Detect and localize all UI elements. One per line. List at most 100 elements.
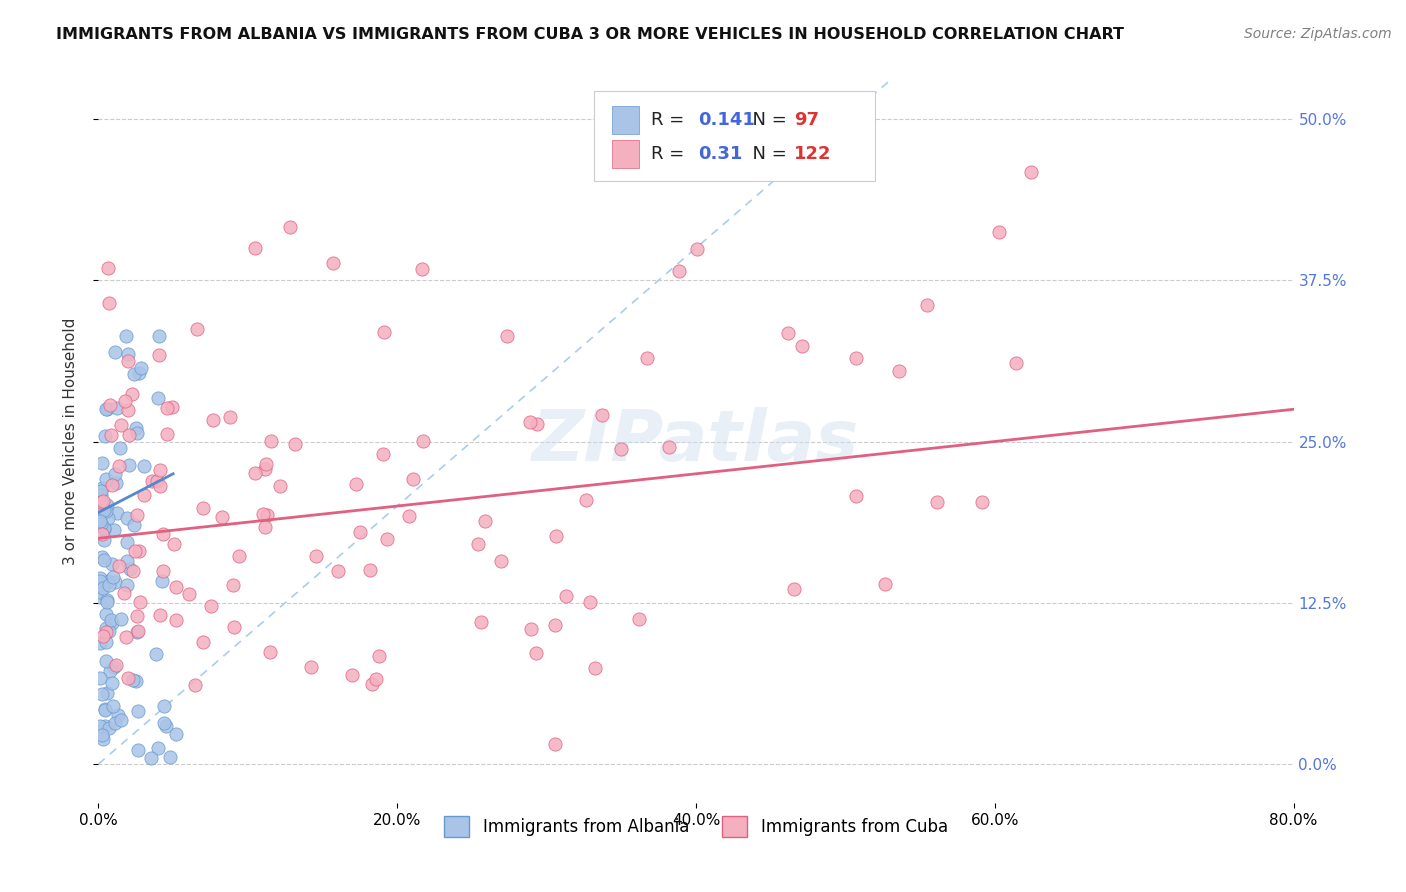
Point: [115, 535, 138, 549]
Point: [101, 616, 124, 631]
Point: [685, 243, 707, 257]
Point: [165, 613, 187, 627]
Point: [165, 580, 187, 594]
Point: [103, 524, 125, 538]
Point: [97, 574, 120, 588]
Point: [89, 574, 111, 589]
Text: 0.141: 0.141: [699, 111, 755, 129]
Point: [299, 659, 322, 673]
Point: [124, 674, 146, 689]
Point: [243, 467, 266, 481]
Point: [149, 479, 172, 493]
Point: [349, 525, 371, 540]
Point: [359, 563, 381, 577]
Point: [127, 608, 149, 623]
Text: IMMIGRANTS FROM ALBANIA VS IMMIGRANTS FROM CUBA 3 OR MORE VEHICLES IN HOUSEHOLD : IMMIGRANTS FROM ALBANIA VS IMMIGRANTS FR…: [56, 27, 1125, 42]
Point: [845, 351, 868, 365]
Point: [252, 507, 274, 521]
Point: [91, 494, 114, 508]
Point: [100, 557, 122, 571]
Point: [162, 401, 184, 415]
Point: [340, 667, 363, 681]
Point: [94, 402, 117, 417]
Point: [115, 578, 138, 592]
Point: [93, 553, 115, 567]
Point: [122, 518, 145, 533]
Point: [94, 621, 117, 635]
Point: [107, 707, 129, 722]
Point: [579, 594, 602, 608]
Point: [90, 495, 112, 509]
Point: [141, 751, 163, 765]
Point: [98, 624, 121, 639]
Point: [94, 702, 117, 716]
Point: [101, 676, 124, 690]
Point: [162, 537, 184, 551]
Point: [148, 741, 170, 756]
Point: [115, 329, 138, 343]
Point: [127, 743, 149, 757]
Point: [402, 472, 425, 486]
Point: [122, 564, 145, 578]
Point: [124, 544, 146, 558]
Point: [90, 484, 112, 499]
Point: [668, 264, 690, 278]
Point: [105, 506, 128, 520]
Point: [122, 367, 145, 381]
Point: [127, 705, 149, 719]
Point: [105, 658, 128, 673]
Point: [873, 577, 896, 591]
Point: [108, 459, 131, 474]
Point: [526, 417, 548, 431]
Point: [412, 434, 434, 449]
Point: [104, 716, 127, 731]
Point: [346, 476, 368, 491]
Point: [373, 326, 395, 340]
Point: [146, 391, 169, 405]
Point: [97, 261, 120, 276]
Point: [94, 429, 117, 443]
Point: [117, 354, 139, 368]
Point: [148, 329, 170, 343]
Point: [915, 298, 938, 312]
Text: Source: ZipAtlas.com: Source: ZipAtlas.com: [1244, 27, 1392, 41]
Point: [108, 442, 131, 456]
Point: [970, 494, 993, 508]
Point: [104, 575, 127, 590]
Point: [776, 326, 799, 340]
Point: [129, 361, 152, 376]
Point: [91, 526, 114, 541]
Point: [520, 622, 543, 636]
Point: [152, 574, 174, 588]
Point: [97, 510, 120, 524]
Point: [546, 529, 568, 543]
Point: [96, 595, 118, 609]
Point: [125, 425, 148, 440]
Point: [94, 576, 117, 591]
Point: [101, 699, 124, 714]
Point: [89, 719, 111, 733]
Point: [259, 645, 281, 659]
Y-axis label: 3 or more Vehicles in Household: 3 or more Vehicles in Household: [63, 318, 77, 566]
Point: [93, 533, 115, 548]
Text: 0.31: 0.31: [699, 145, 742, 163]
Point: [398, 508, 420, 523]
Point: [228, 549, 250, 564]
Point: [100, 664, 122, 678]
Point: [280, 219, 302, 234]
FancyBboxPatch shape: [595, 91, 876, 181]
Point: [368, 649, 391, 664]
Point: [152, 564, 174, 578]
Point: [125, 421, 148, 435]
Point: [218, 409, 240, 424]
Point: [375, 533, 398, 547]
Point: [89, 590, 111, 604]
Point: [371, 447, 394, 461]
Point: [98, 398, 121, 412]
Point: [360, 677, 382, 691]
Point: [97, 578, 120, 592]
Point: [98, 295, 121, 310]
Point: [121, 387, 143, 401]
Point: [269, 479, 291, 493]
Point: [224, 620, 246, 634]
